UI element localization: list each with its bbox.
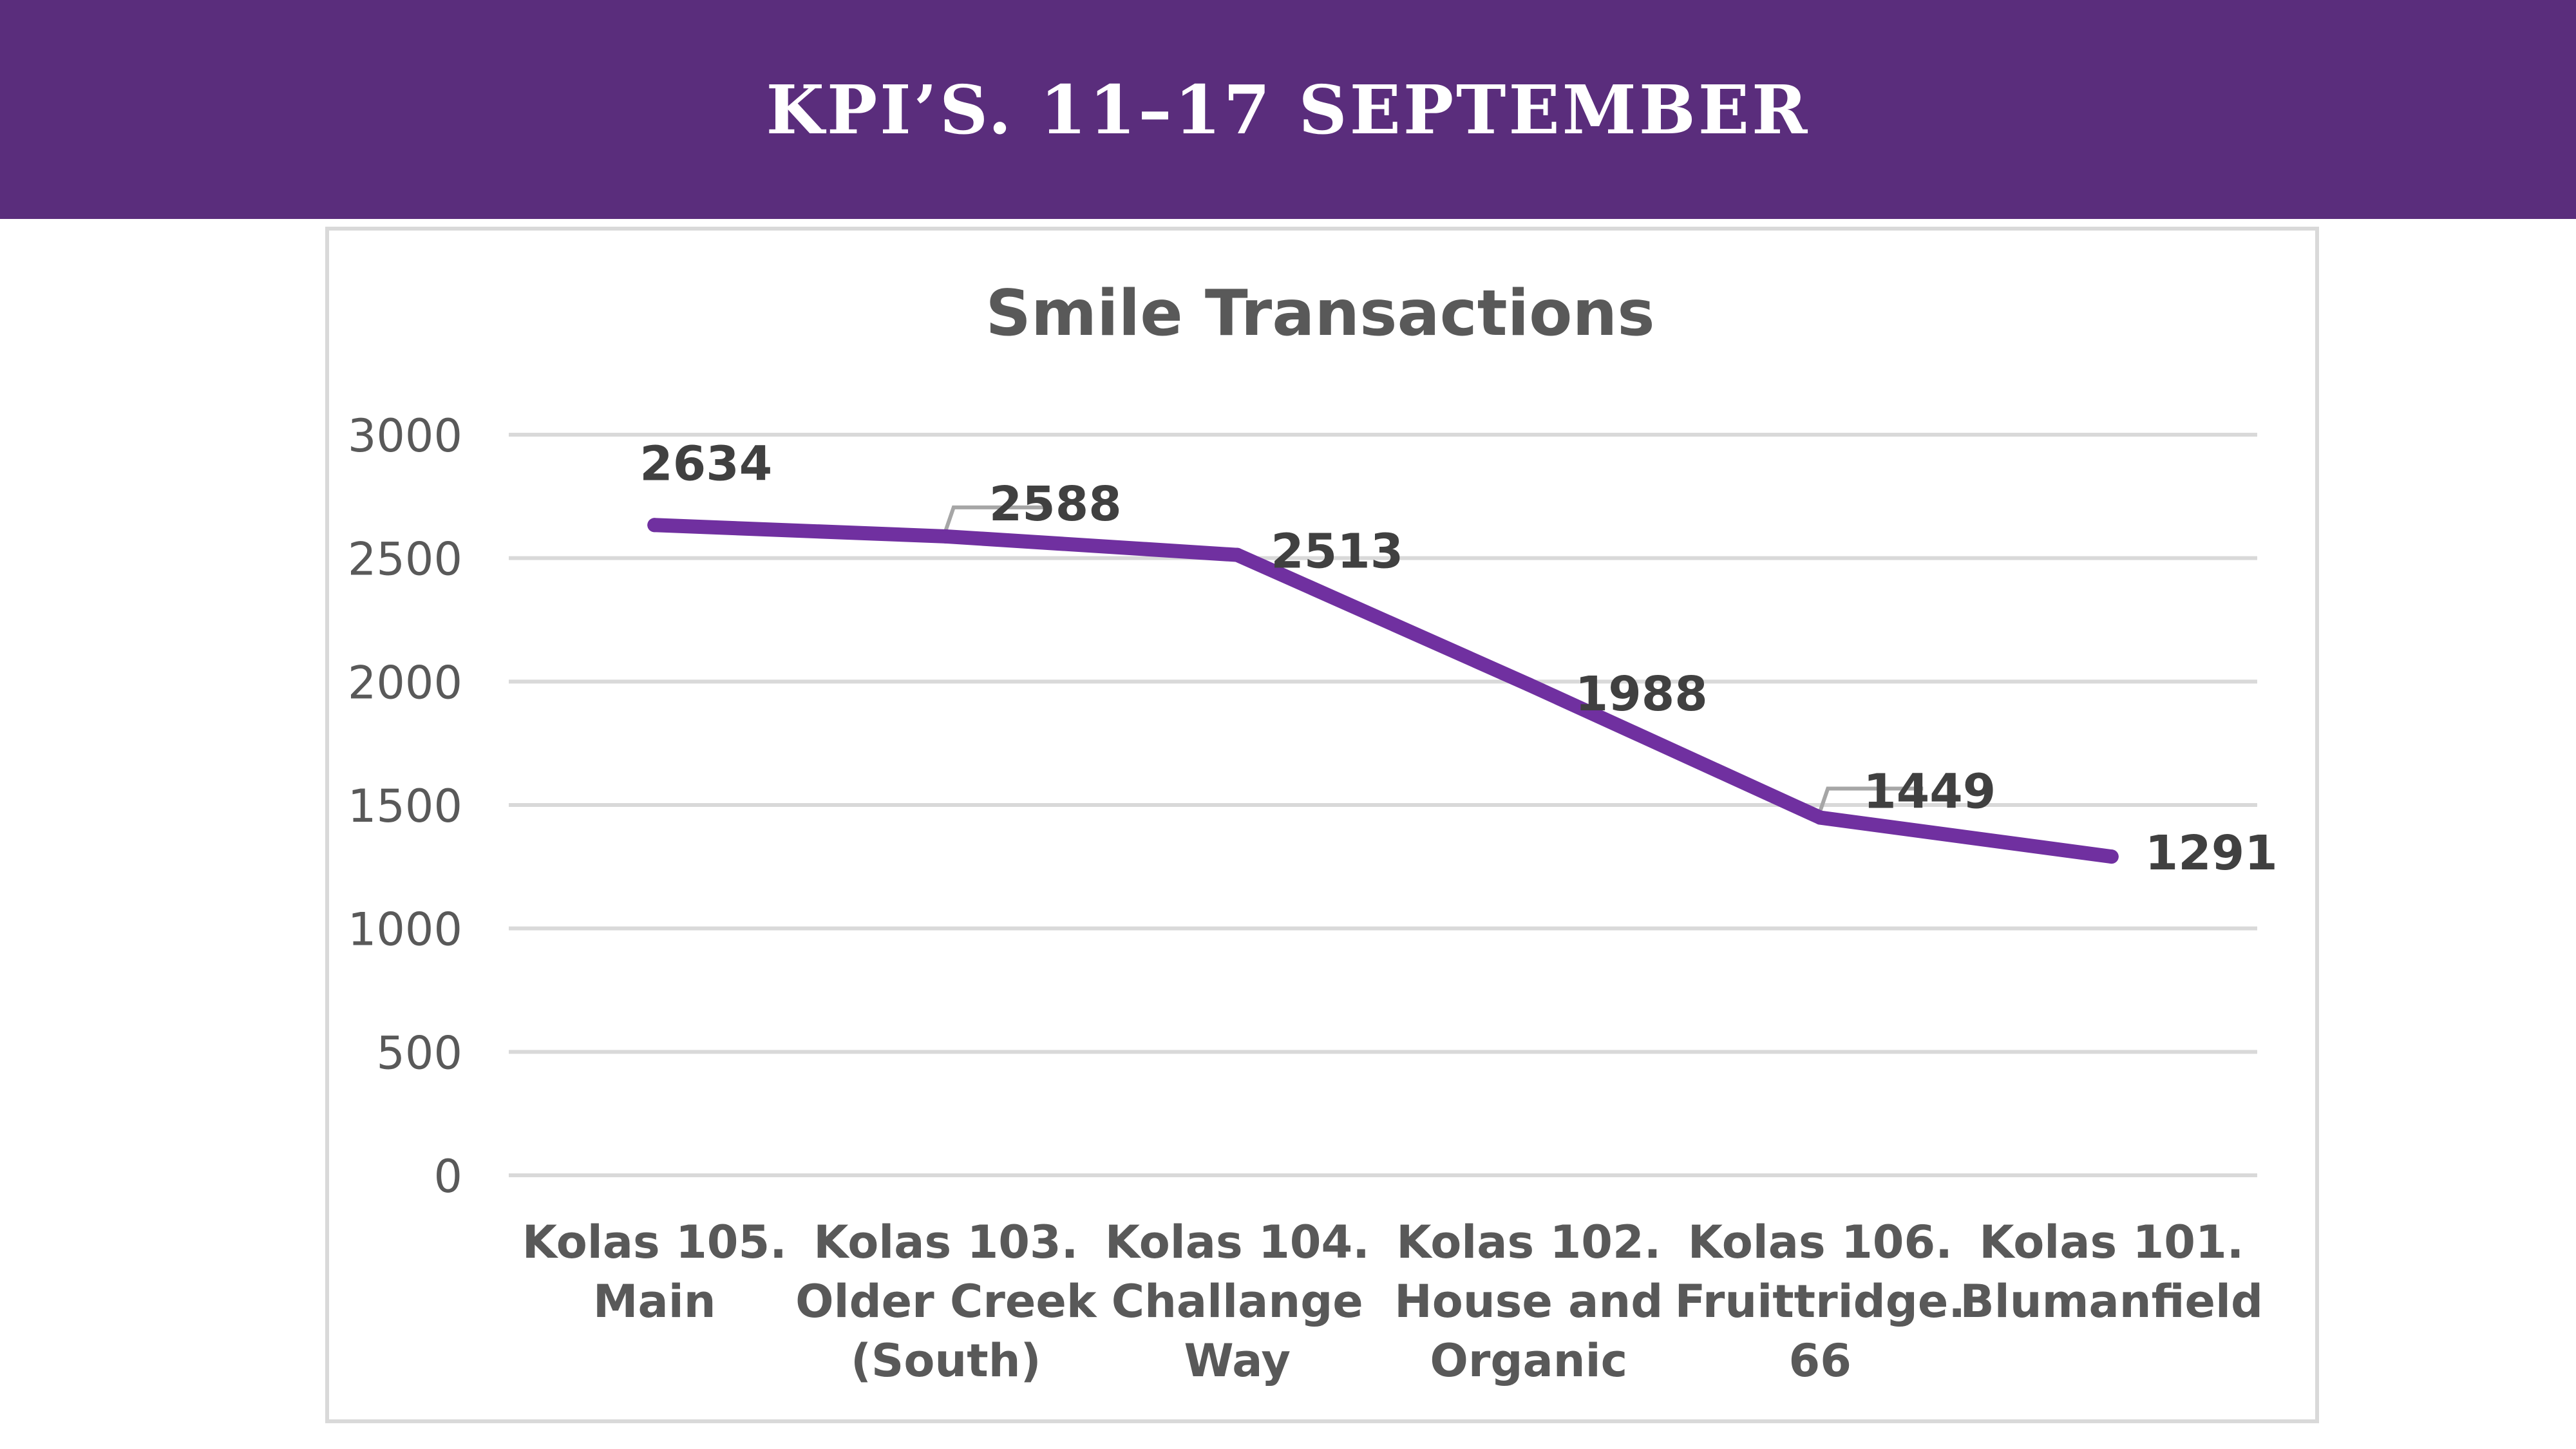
x-category-label: Kolas 101. Blumanfield [1960,1216,2263,1328]
data-label: 2513 [1271,524,1403,580]
x-category-line: 66 [1789,1334,1852,1387]
gridlines [509,433,2257,1177]
x-category-line: (South) [851,1334,1041,1387]
x-category-label: Kolas 106. Fruittridge. 66 [1675,1216,1965,1387]
x-category-line: House and [1394,1275,1663,1328]
data-point [1230,547,1245,562]
x-category-line: Kolas 101. [1979,1216,2244,1269]
data-label: 2634 [639,436,772,491]
data-label: 1988 [1575,667,1708,722]
label-leader-lines [943,505,1924,812]
data-label: 1291 [2145,826,2278,881]
series-layer [647,518,2119,864]
chart-title: Smile Transactions [985,277,1654,350]
y-tick-label: 1500 [348,780,462,833]
x-category-line: Kolas 102. [1396,1216,1661,1269]
label-leader-line [943,505,1049,531]
y-tick-label: 500 [376,1027,462,1079]
chart-frame [325,227,2319,1423]
x-category-label: Kolas 102. House and Organic [1394,1216,1663,1387]
x-category-line: Kolas 103. [813,1216,1078,1269]
x-category-line: Organic [1430,1334,1627,1387]
y-tick-label: 2000 [348,656,462,709]
x-category-line: Main [593,1275,716,1328]
y-tick-label: 3000 [348,410,462,462]
data-label: 2588 [989,477,1122,532]
y-tick-label: 0 [433,1150,462,1203]
x-category-line: Fruittridge. [1675,1275,1965,1328]
x-category-line: Kolas 104. [1105,1216,1370,1269]
data-point [647,518,662,533]
x-category-line: Way [1184,1334,1291,1387]
data-point [938,529,953,544]
x-category-label: Kolas 105. Main [522,1216,787,1328]
y-axis-ticks: 0 500 1000 1500 2000 2500 3000 [348,410,462,1203]
x-category-line: Older Creek [795,1275,1097,1328]
x-category-line: Kolas 106. [1688,1216,1953,1269]
x-category-label: Kolas 104. Challange Way [1105,1216,1370,1387]
x-category-label: Kolas 103. Older Creek (South) [795,1216,1097,1387]
x-category-line: Challange [1112,1275,1363,1328]
x-category-line: Kolas 105. [522,1216,787,1269]
header-banner: KPI’S. 11–17 SEPTEMBER [0,0,2576,219]
data-labels: 2634 2588 2513 1988 1449 1291 [639,436,2277,881]
x-category-line: Blumanfield [1960,1275,2263,1328]
data-point [2104,849,2119,864]
label-leader-line [1818,786,1924,812]
y-tick-label: 1000 [348,904,462,956]
data-point [1521,677,1536,692]
y-tick-label: 2500 [348,533,462,586]
page-title: KPI’S. 11–17 SEPTEMBER [766,70,1810,149]
data-point [1813,810,1828,825]
data-label: 1449 [1863,764,1996,820]
series-line [647,518,2119,864]
x-axis-categories: Kolas 105. Main Kolas 103. Older Creek (Sout… [522,1216,2263,1387]
